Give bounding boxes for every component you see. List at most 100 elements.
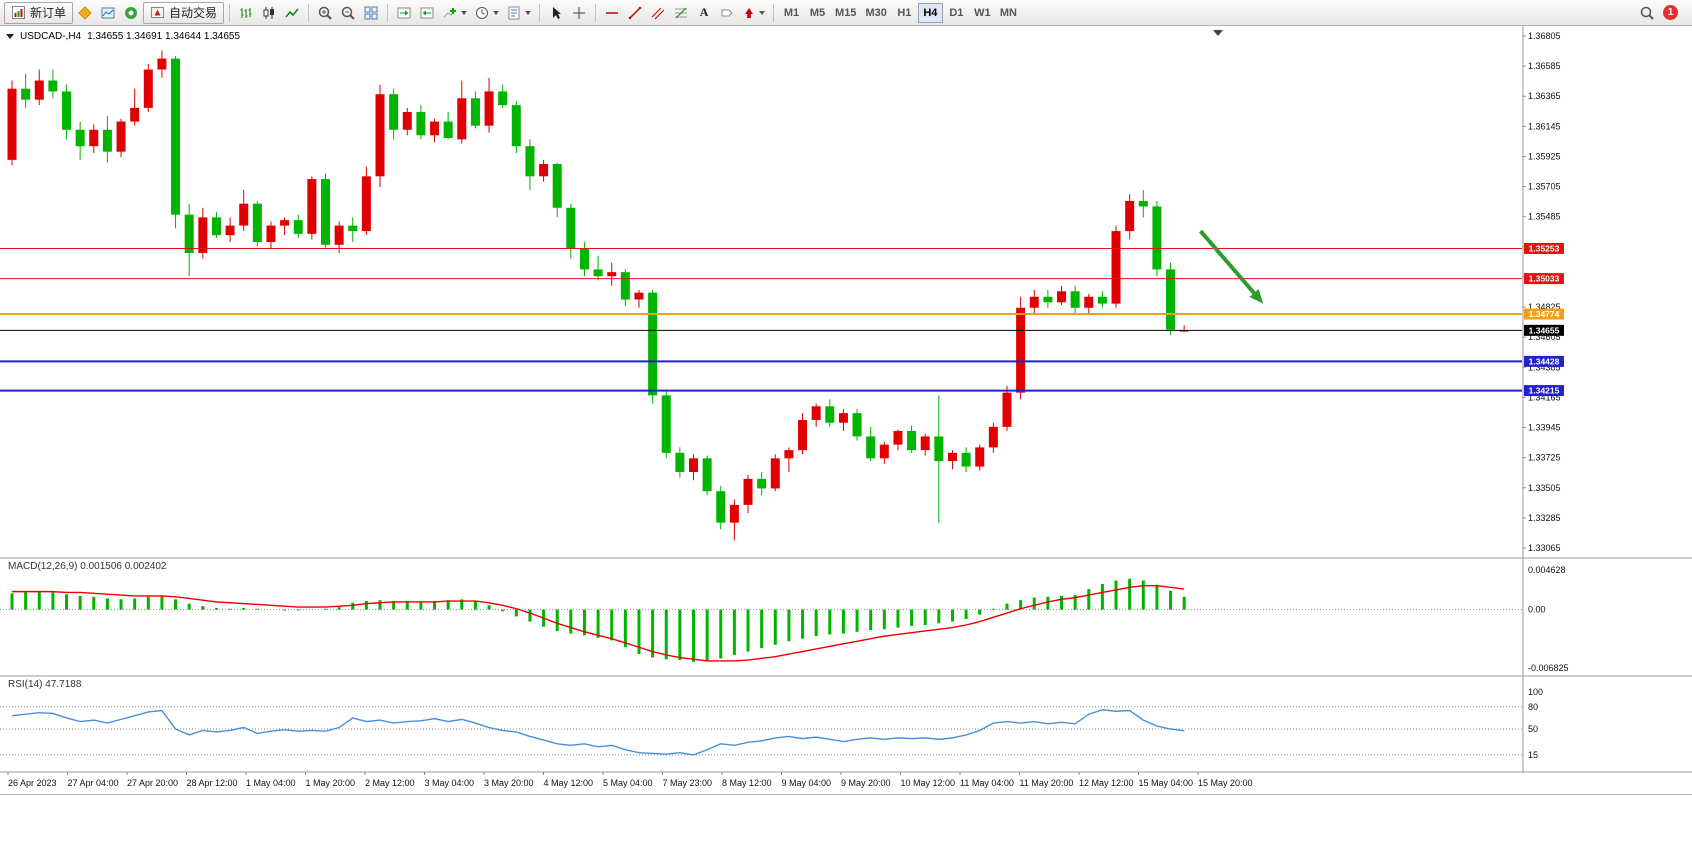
svg-text:1 May 20:00: 1 May 20:00	[306, 778, 356, 788]
timeframe-mn-button[interactable]: MN	[996, 3, 1021, 23]
svg-text:3 May 20:00: 3 May 20:00	[484, 778, 534, 788]
svg-text:12 May 12:00: 12 May 12:00	[1079, 778, 1134, 788]
svg-text:5 May 04:00: 5 May 04:00	[603, 778, 653, 788]
svg-text:1.36585: 1.36585	[1528, 61, 1561, 71]
timeframe-d1-button[interactable]: D1	[944, 3, 969, 23]
symbol-dropdown-triangle-icon[interactable]	[6, 34, 14, 39]
arrows-tool-button[interactable]	[739, 2, 768, 24]
new-order-label: 新订单	[30, 6, 67, 20]
svg-text:1.33065: 1.33065	[1528, 543, 1561, 553]
new-order-icon	[11, 5, 26, 20]
auto-trading-button[interactable]: 自动交易	[143, 1, 225, 24]
rsi-name: RSI(14)	[8, 679, 43, 690]
svg-text:9 May 04:00: 9 May 04:00	[782, 778, 832, 788]
fibonacci-icon	[673, 5, 689, 21]
chart-title: USDCAD-,H4 1.34655 1.34691 1.34644 1.346…	[6, 31, 240, 42]
svg-text:1.34605: 1.34605	[1528, 332, 1561, 342]
zoom-in-button[interactable]	[314, 2, 336, 24]
horizontal-line-icon	[604, 5, 620, 21]
timeframe-m5-button[interactable]: M5	[805, 3, 830, 23]
periods-button[interactable]	[471, 2, 502, 24]
svg-text:1.34655: 1.34655	[1529, 325, 1560, 335]
trendline-tool-button[interactable]	[624, 2, 646, 24]
chart-shift-icon	[419, 5, 435, 21]
horizontal-line-tool-button[interactable]	[601, 2, 623, 24]
charts-community-button[interactable]	[97, 2, 119, 24]
new-order-button[interactable]: 新订单	[4, 1, 74, 24]
svg-text:7 May 23:00: 7 May 23:00	[663, 778, 713, 788]
chart-window[interactable]: 1.36805 1.36585 1.36365 1.36145 1.35925 1.357…	[0, 26, 1692, 795]
timeframe-h4-button[interactable]: H4	[917, 2, 943, 23]
toolbar-separator	[229, 3, 231, 22]
auto-scroll-button[interactable]	[393, 2, 415, 24]
macd-name: MACD(12,26,9)	[8, 561, 78, 572]
text-label-tool-button[interactable]	[716, 2, 738, 24]
mql5-community-button[interactable]	[120, 2, 142, 24]
svg-text:1.33505: 1.33505	[1528, 483, 1561, 493]
periods-clock-icon	[474, 5, 490, 21]
line-chart-button[interactable]	[281, 2, 303, 24]
text-tool-button[interactable]: A	[693, 2, 715, 24]
templates-dropdown-caret	[525, 10, 532, 15]
toolbar-separator	[308, 3, 310, 22]
auto-scroll-icon	[396, 5, 412, 21]
macd-signal-value: 0.002402	[124, 561, 167, 572]
zoom-out-icon	[340, 5, 356, 21]
svg-text:11 May 04:00: 11 May 04:00	[960, 778, 1014, 788]
indicators-button[interactable]	[439, 2, 470, 24]
fibonacci-tool-button[interactable]	[670, 2, 692, 24]
svg-text:-0.006825: -0.006825	[1528, 663, 1569, 673]
svg-text:26 Apr 2023: 26 Apr 2023	[8, 778, 57, 788]
timeframe-m30-button[interactable]: M30	[861, 3, 890, 23]
line-chart-icon	[284, 5, 300, 21]
metaquotes-icon	[77, 5, 93, 21]
auto-trading-label: 自动交易	[169, 6, 218, 20]
search-button[interactable]	[1636, 2, 1658, 24]
chart-canvas[interactable]: 1.36805 1.36585 1.36365 1.36145 1.35925 1.357…	[0, 26, 1692, 795]
channel-tool-button[interactable]	[647, 2, 669, 24]
ohlc-values: 1.34655 1.34691 1.34644 1.34655	[87, 31, 241, 42]
arrows-dropdown-caret	[759, 10, 766, 15]
timeframe-h1-button[interactable]: H1	[892, 3, 917, 23]
toolbar-separator	[387, 3, 389, 22]
svg-text:10 May 12:00: 10 May 12:00	[901, 778, 956, 788]
ohlc-bars-icon	[238, 5, 254, 21]
svg-text:1.33285: 1.33285	[1528, 513, 1561, 523]
timeframe-m15-button[interactable]: M15	[831, 3, 860, 23]
templates-button[interactable]	[503, 2, 534, 24]
chart-shift-button[interactable]	[416, 2, 438, 24]
svg-text:1.36365: 1.36365	[1528, 91, 1561, 101]
svg-text:27 Apr 04:00: 27 Apr 04:00	[68, 778, 119, 788]
tile-windows-button[interactable]	[360, 2, 382, 24]
periods-dropdown-caret	[493, 10, 500, 15]
crosshair-tool-button[interactable]	[568, 2, 590, 24]
notification-badge[interactable]: 1	[1663, 5, 1678, 20]
macd-indicator-label: MACD(12,26,9) 0.001506 0.002402	[8, 561, 166, 572]
rsi-value: 47.7188	[45, 679, 82, 690]
svg-text:1.35033: 1.35033	[1529, 274, 1560, 284]
timeframe-m1-button[interactable]: M1	[779, 3, 804, 23]
svg-text:1.33945: 1.33945	[1528, 423, 1561, 433]
crosshair-icon	[571, 5, 587, 21]
zoom-out-button[interactable]	[337, 2, 359, 24]
svg-text:1.34215: 1.34215	[1529, 386, 1560, 396]
svg-text:27 Apr 20:00: 27 Apr 20:00	[127, 778, 178, 788]
trendline-icon	[627, 5, 643, 21]
svg-text:100: 100	[1528, 687, 1543, 697]
svg-text:1.34428: 1.34428	[1529, 356, 1560, 366]
svg-text:15 May 20:00: 15 May 20:00	[1198, 778, 1253, 788]
ohlc-bars-button[interactable]	[235, 2, 257, 24]
metaquotes-button[interactable]	[74, 2, 96, 24]
charts-icon	[100, 5, 116, 21]
svg-text:1.34165: 1.34165	[1528, 392, 1561, 402]
timeframe-w1-button[interactable]: W1	[970, 3, 995, 23]
cursor-tool-button[interactable]	[545, 2, 567, 24]
macd-main-value: 0.001506	[80, 561, 122, 572]
tile-windows-icon	[363, 5, 379, 21]
svg-text:2 May 12:00: 2 May 12:00	[365, 778, 415, 788]
candlestick-icon	[261, 5, 277, 21]
svg-text:50: 50	[1528, 724, 1538, 734]
auto-trading-icon	[150, 5, 165, 20]
svg-text:80: 80	[1528, 702, 1538, 712]
candlestick-chart-button[interactable]	[258, 2, 280, 24]
